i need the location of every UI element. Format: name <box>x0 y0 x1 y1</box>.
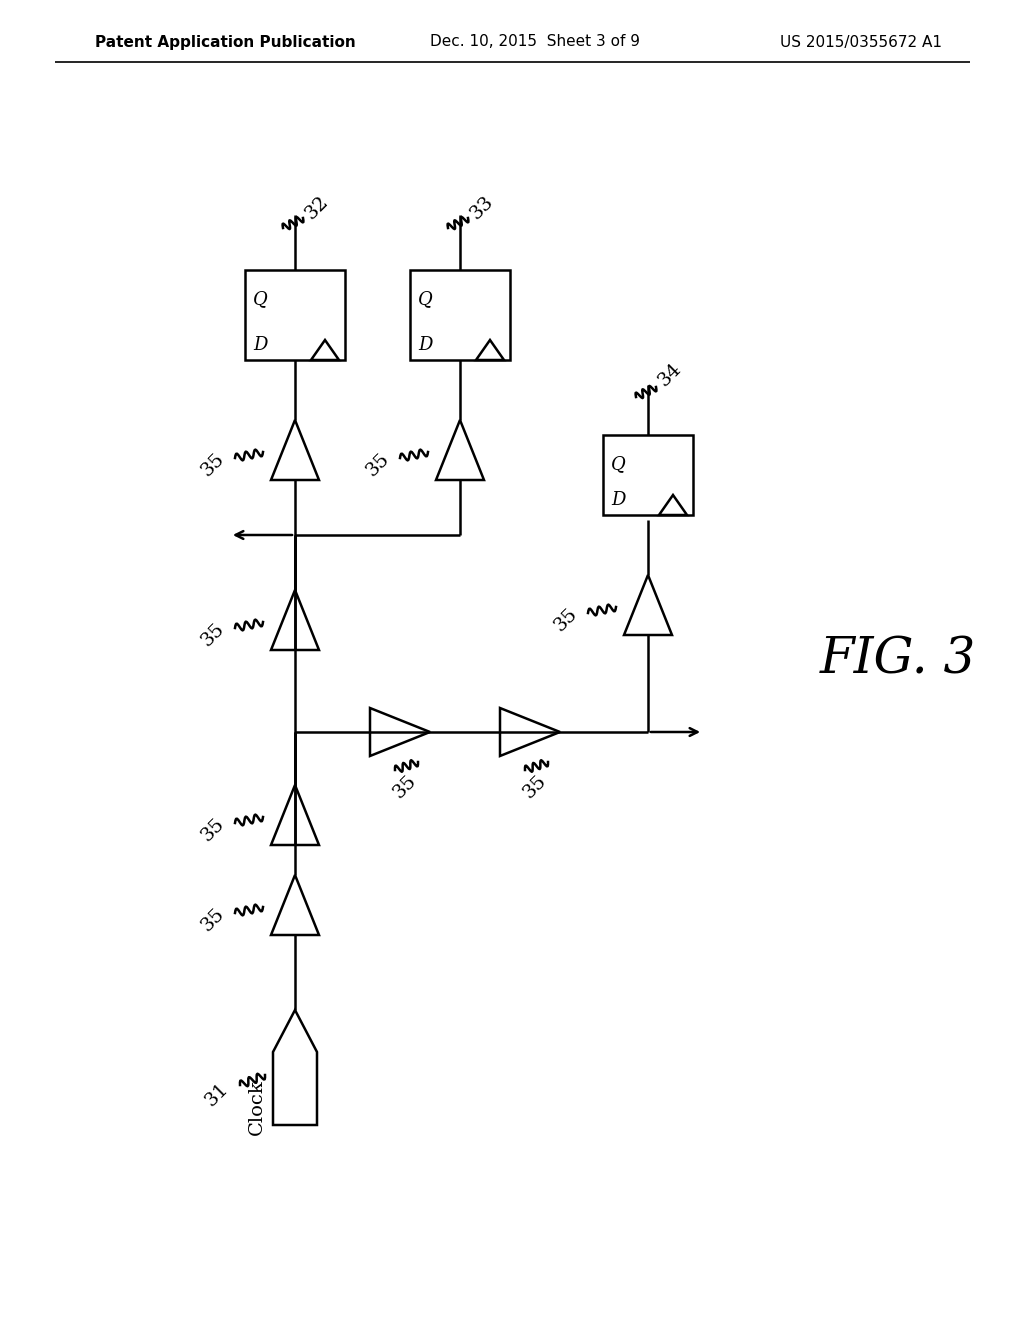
Text: 35: 35 <box>198 814 228 845</box>
Text: 35: 35 <box>198 450 228 480</box>
Text: 31: 31 <box>202 1080 232 1110</box>
Text: D: D <box>418 337 432 354</box>
Text: 35: 35 <box>390 772 420 803</box>
Text: D: D <box>253 337 267 354</box>
Bar <box>410 271 510 360</box>
Bar <box>245 271 345 360</box>
Text: 32: 32 <box>302 193 332 223</box>
Text: Q: Q <box>418 290 433 308</box>
Text: 34: 34 <box>654 360 685 391</box>
Text: Q: Q <box>253 290 267 308</box>
Text: 35: 35 <box>520 772 550 803</box>
Text: Clock: Clock <box>248 1080 266 1135</box>
Text: Patent Application Publication: Patent Application Publication <box>95 34 355 49</box>
Text: 35: 35 <box>198 620 228 651</box>
Text: US 2015/0355672 A1: US 2015/0355672 A1 <box>780 34 942 49</box>
Text: Dec. 10, 2015  Sheet 3 of 9: Dec. 10, 2015 Sheet 3 of 9 <box>430 34 640 49</box>
Text: 35: 35 <box>551 605 582 635</box>
Text: D: D <box>611 491 626 510</box>
Text: 33: 33 <box>467 193 498 223</box>
Text: Q: Q <box>611 455 626 473</box>
Bar <box>603 436 693 515</box>
Text: FIG. 3: FIG. 3 <box>820 635 976 685</box>
Text: 35: 35 <box>198 904 228 935</box>
Text: 35: 35 <box>362 450 393 480</box>
